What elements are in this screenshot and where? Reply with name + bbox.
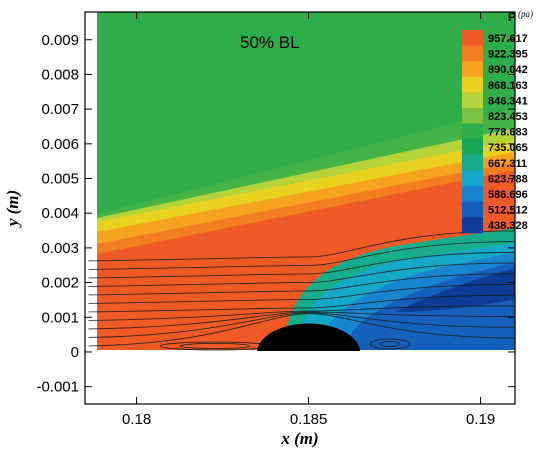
colorbar-swatch bbox=[462, 76, 483, 93]
streamline bbox=[88, 230, 515, 262]
colorbar-labels: 957.617 922.395 890.042 868.163 846.341 823.4… bbox=[488, 33, 528, 232]
colorbar-label: 957.617 bbox=[488, 33, 528, 45]
colorbar-legend: P (pa) 957.617 922.395 890.042 868.163 846.3… bbox=[462, 9, 533, 234]
y-axis-title: y (m) bbox=[3, 190, 22, 228]
plot-area bbox=[85, 12, 515, 404]
colorbar-label: 778.683 bbox=[488, 127, 528, 139]
bump-obstacle bbox=[257, 323, 361, 353]
streamline bbox=[88, 284, 515, 304]
y-tick-label: -0.001 bbox=[36, 379, 79, 396]
y-tick-label: 0.003 bbox=[41, 240, 79, 257]
colorbar-swatch bbox=[462, 123, 483, 140]
colorbar-label: 623.788 bbox=[488, 173, 528, 185]
colorbar-label: 438.328 bbox=[488, 220, 528, 232]
colorbar-swatch bbox=[462, 170, 483, 187]
colorbar-label: 586.696 bbox=[488, 189, 528, 201]
colorbar-label: 823.453 bbox=[488, 111, 528, 123]
colorbar-label: 846.341 bbox=[488, 95, 528, 107]
colorbar-swatch bbox=[462, 45, 483, 62]
colorbar-swatch bbox=[462, 108, 483, 125]
y-tick-label: 0.001 bbox=[41, 309, 79, 326]
streamline bbox=[88, 313, 515, 347]
streamline bbox=[88, 241, 515, 270]
contour-band-dark-blue bbox=[395, 268, 515, 312]
y-axis-ticks: -0.001 0 0.001 0.002 0.003 0.004 0.005 0.006 0.0… bbox=[36, 32, 515, 396]
x-tick-label: 0.18 bbox=[122, 411, 151, 428]
y-tick-label: 0.005 bbox=[41, 171, 79, 188]
y-tick-label: 0 bbox=[71, 344, 79, 361]
streamline bbox=[88, 251, 515, 279]
colorbar-swatch bbox=[462, 61, 483, 78]
colorbar-swatch bbox=[462, 186, 483, 203]
annotation-label: 50% BL bbox=[240, 33, 300, 52]
x-axis-ticks: 0.18 0.185 0.19 bbox=[122, 12, 495, 428]
colorbar-label: 922.395 bbox=[488, 49, 528, 61]
colorbar-swatch bbox=[462, 30, 483, 47]
colorbar-title: P bbox=[508, 10, 516, 24]
plot-frame bbox=[84, 11, 516, 405]
streamline bbox=[88, 294, 515, 313]
x-axis-title: x (m) bbox=[280, 429, 318, 448]
colorbar-swatch bbox=[462, 201, 483, 218]
y-tick-label: 0.008 bbox=[41, 66, 79, 83]
streamline bbox=[88, 312, 515, 338]
y-tick-label: 0.004 bbox=[41, 205, 79, 222]
y-tick-label: 0.007 bbox=[41, 101, 79, 118]
colorbar-swatch bbox=[462, 92, 483, 109]
colorbar-label: 890.042 bbox=[488, 64, 528, 76]
streamline bbox=[88, 262, 515, 287]
y-tick-label: 0.009 bbox=[41, 32, 79, 49]
streamline bbox=[88, 273, 515, 296]
colorbar-swatches bbox=[462, 30, 483, 234]
colorbar-label: 667.311 bbox=[488, 158, 527, 170]
y-tick-label: 0.006 bbox=[41, 136, 79, 153]
colorbar-swatch bbox=[462, 154, 483, 171]
colorbar-swatch bbox=[462, 139, 483, 156]
y-tick-label: 0.002 bbox=[41, 275, 79, 292]
below-wall-region bbox=[85, 351, 515, 404]
colorbar-unit: (pa) bbox=[518, 9, 533, 19]
colorbar-label: 868.163 bbox=[488, 80, 528, 92]
streamlines bbox=[88, 230, 515, 347]
colorbar-label: 735.065 bbox=[488, 142, 528, 154]
x-tick-label: 0.185 bbox=[290, 411, 328, 428]
x-tick-label: 0.19 bbox=[466, 411, 495, 428]
colorbar-label: 512.512 bbox=[488, 205, 528, 217]
streamline bbox=[88, 305, 515, 321]
streamline bbox=[88, 311, 515, 330]
colorbar-swatch bbox=[462, 217, 483, 234]
